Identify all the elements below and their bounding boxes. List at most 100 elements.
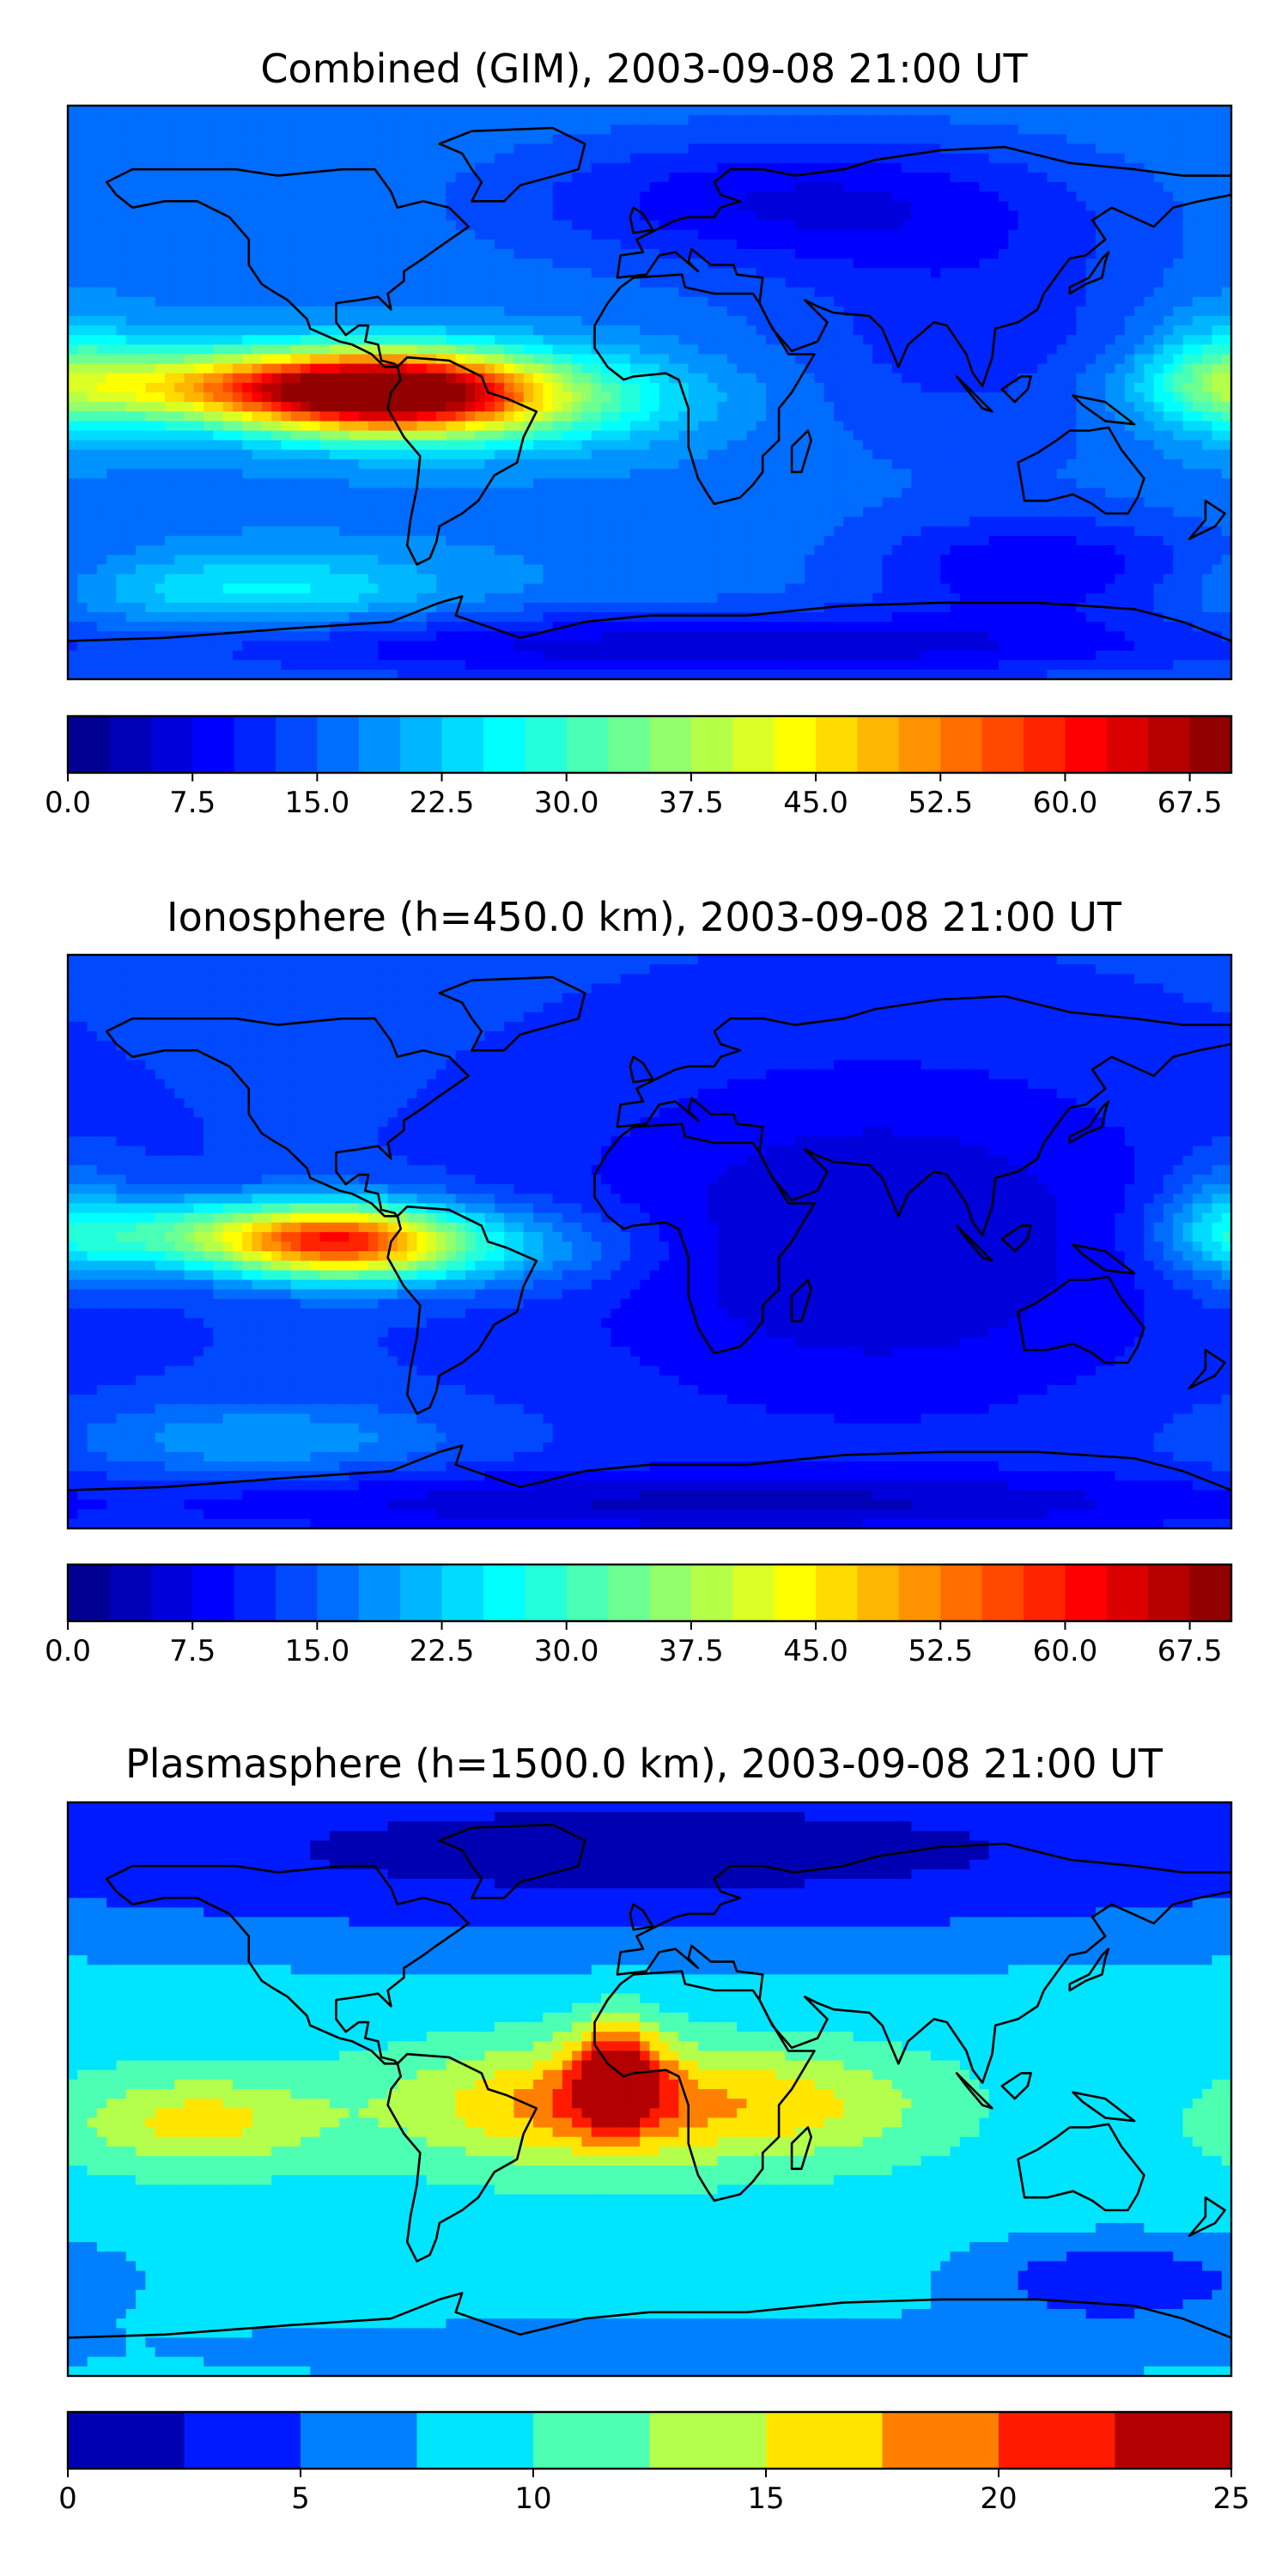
field-cell	[766, 287, 776, 298]
field-cell	[988, 411, 999, 422]
field-cell	[1134, 325, 1145, 336]
field-cell	[697, 430, 708, 441]
field-cell	[193, 258, 204, 269]
field-cell	[378, 229, 389, 240]
field-cell	[204, 182, 214, 192]
field-cell	[959, 478, 970, 489]
field-cell	[349, 201, 360, 212]
field-cell	[436, 210, 447, 222]
field-cell	[513, 201, 525, 212]
field-cell	[1056, 392, 1067, 403]
field-cell	[164, 201, 175, 212]
field-cell	[697, 125, 708, 135]
field-cell	[940, 488, 951, 499]
field-cell	[1076, 296, 1087, 307]
field-cell	[397, 162, 408, 173]
field-cell	[1066, 134, 1077, 145]
field-cell	[407, 306, 418, 317]
field-cell	[310, 182, 321, 192]
field-cell	[726, 182, 738, 192]
field-cell	[1037, 488, 1048, 499]
field-cell	[1212, 229, 1223, 240]
field-cell	[950, 402, 961, 412]
field-cell	[843, 115, 854, 125]
field-cell	[68, 201, 78, 212]
field-cell	[629, 469, 641, 479]
field-cell	[504, 229, 515, 240]
field-cell	[1008, 106, 1019, 116]
panel-1-title: Combined (GIM), 2003-09-08 21:00 UT	[0, 45, 1288, 93]
field-cell	[737, 182, 748, 192]
field-cell	[688, 162, 699, 173]
field-cell	[193, 134, 204, 145]
field-cell	[872, 354, 884, 365]
field-cell	[756, 344, 767, 355]
field-cell	[533, 497, 544, 508]
field-cell	[339, 363, 350, 374]
field-cell	[988, 421, 999, 432]
field-cell	[756, 449, 767, 460]
field-cell	[814, 229, 825, 240]
field-cell	[669, 421, 679, 432]
field-cell	[193, 459, 204, 470]
field-cell	[678, 210, 690, 222]
field-cell	[494, 268, 505, 278]
field-cell	[416, 191, 428, 202]
field-cell	[106, 430, 118, 441]
field-cell	[1037, 229, 1048, 240]
field-cell	[116, 478, 127, 489]
field-cell	[465, 125, 476, 135]
field-cell	[591, 488, 602, 499]
field-cell	[87, 440, 98, 451]
field-cell	[882, 277, 893, 289]
field-cell	[145, 430, 156, 441]
field-cell	[775, 440, 787, 451]
field-cell	[252, 497, 263, 508]
field-cell	[1173, 382, 1184, 393]
field-cell	[446, 440, 457, 451]
field-cell	[999, 344, 1009, 355]
field-cell	[737, 106, 748, 116]
field-cell	[446, 478, 457, 489]
field-cell	[1173, 210, 1184, 222]
field-cell	[1221, 459, 1231, 470]
field-cell	[620, 392, 631, 403]
field-cell	[145, 201, 156, 212]
field-cell	[204, 469, 214, 479]
field-cell	[465, 201, 476, 212]
field-cell	[164, 162, 175, 173]
field-cell	[940, 172, 951, 183]
field-cell	[164, 143, 175, 155]
field-cell	[659, 172, 670, 183]
field-cell	[1221, 411, 1231, 422]
field-cell	[872, 382, 884, 393]
field-cell	[737, 229, 748, 240]
field-cell	[164, 239, 175, 250]
field-cell	[1066, 182, 1077, 192]
field-cell	[455, 106, 466, 116]
field-cell	[862, 440, 873, 451]
field-cell	[1037, 392, 1048, 403]
field-cell	[726, 344, 738, 355]
field-cell	[261, 469, 272, 479]
field-cell	[155, 201, 166, 212]
field-cell	[455, 497, 466, 508]
field-cell	[766, 306, 776, 317]
field-cell	[1202, 220, 1213, 231]
field-cell	[368, 459, 379, 470]
field-cell	[475, 315, 486, 326]
field-cell	[872, 315, 884, 326]
field-cell	[959, 220, 970, 231]
field-cell	[717, 249, 728, 259]
field-cell	[737, 430, 748, 441]
field-cell	[1192, 220, 1203, 231]
field-cell	[611, 125, 622, 135]
field-cell	[1144, 344, 1155, 355]
field-cell	[785, 315, 796, 326]
field-cell	[697, 162, 708, 173]
field-cell	[823, 373, 835, 384]
field-cell	[930, 392, 941, 403]
field-cell	[513, 296, 525, 307]
field-cell	[1134, 172, 1145, 183]
field-cell	[1056, 382, 1067, 393]
